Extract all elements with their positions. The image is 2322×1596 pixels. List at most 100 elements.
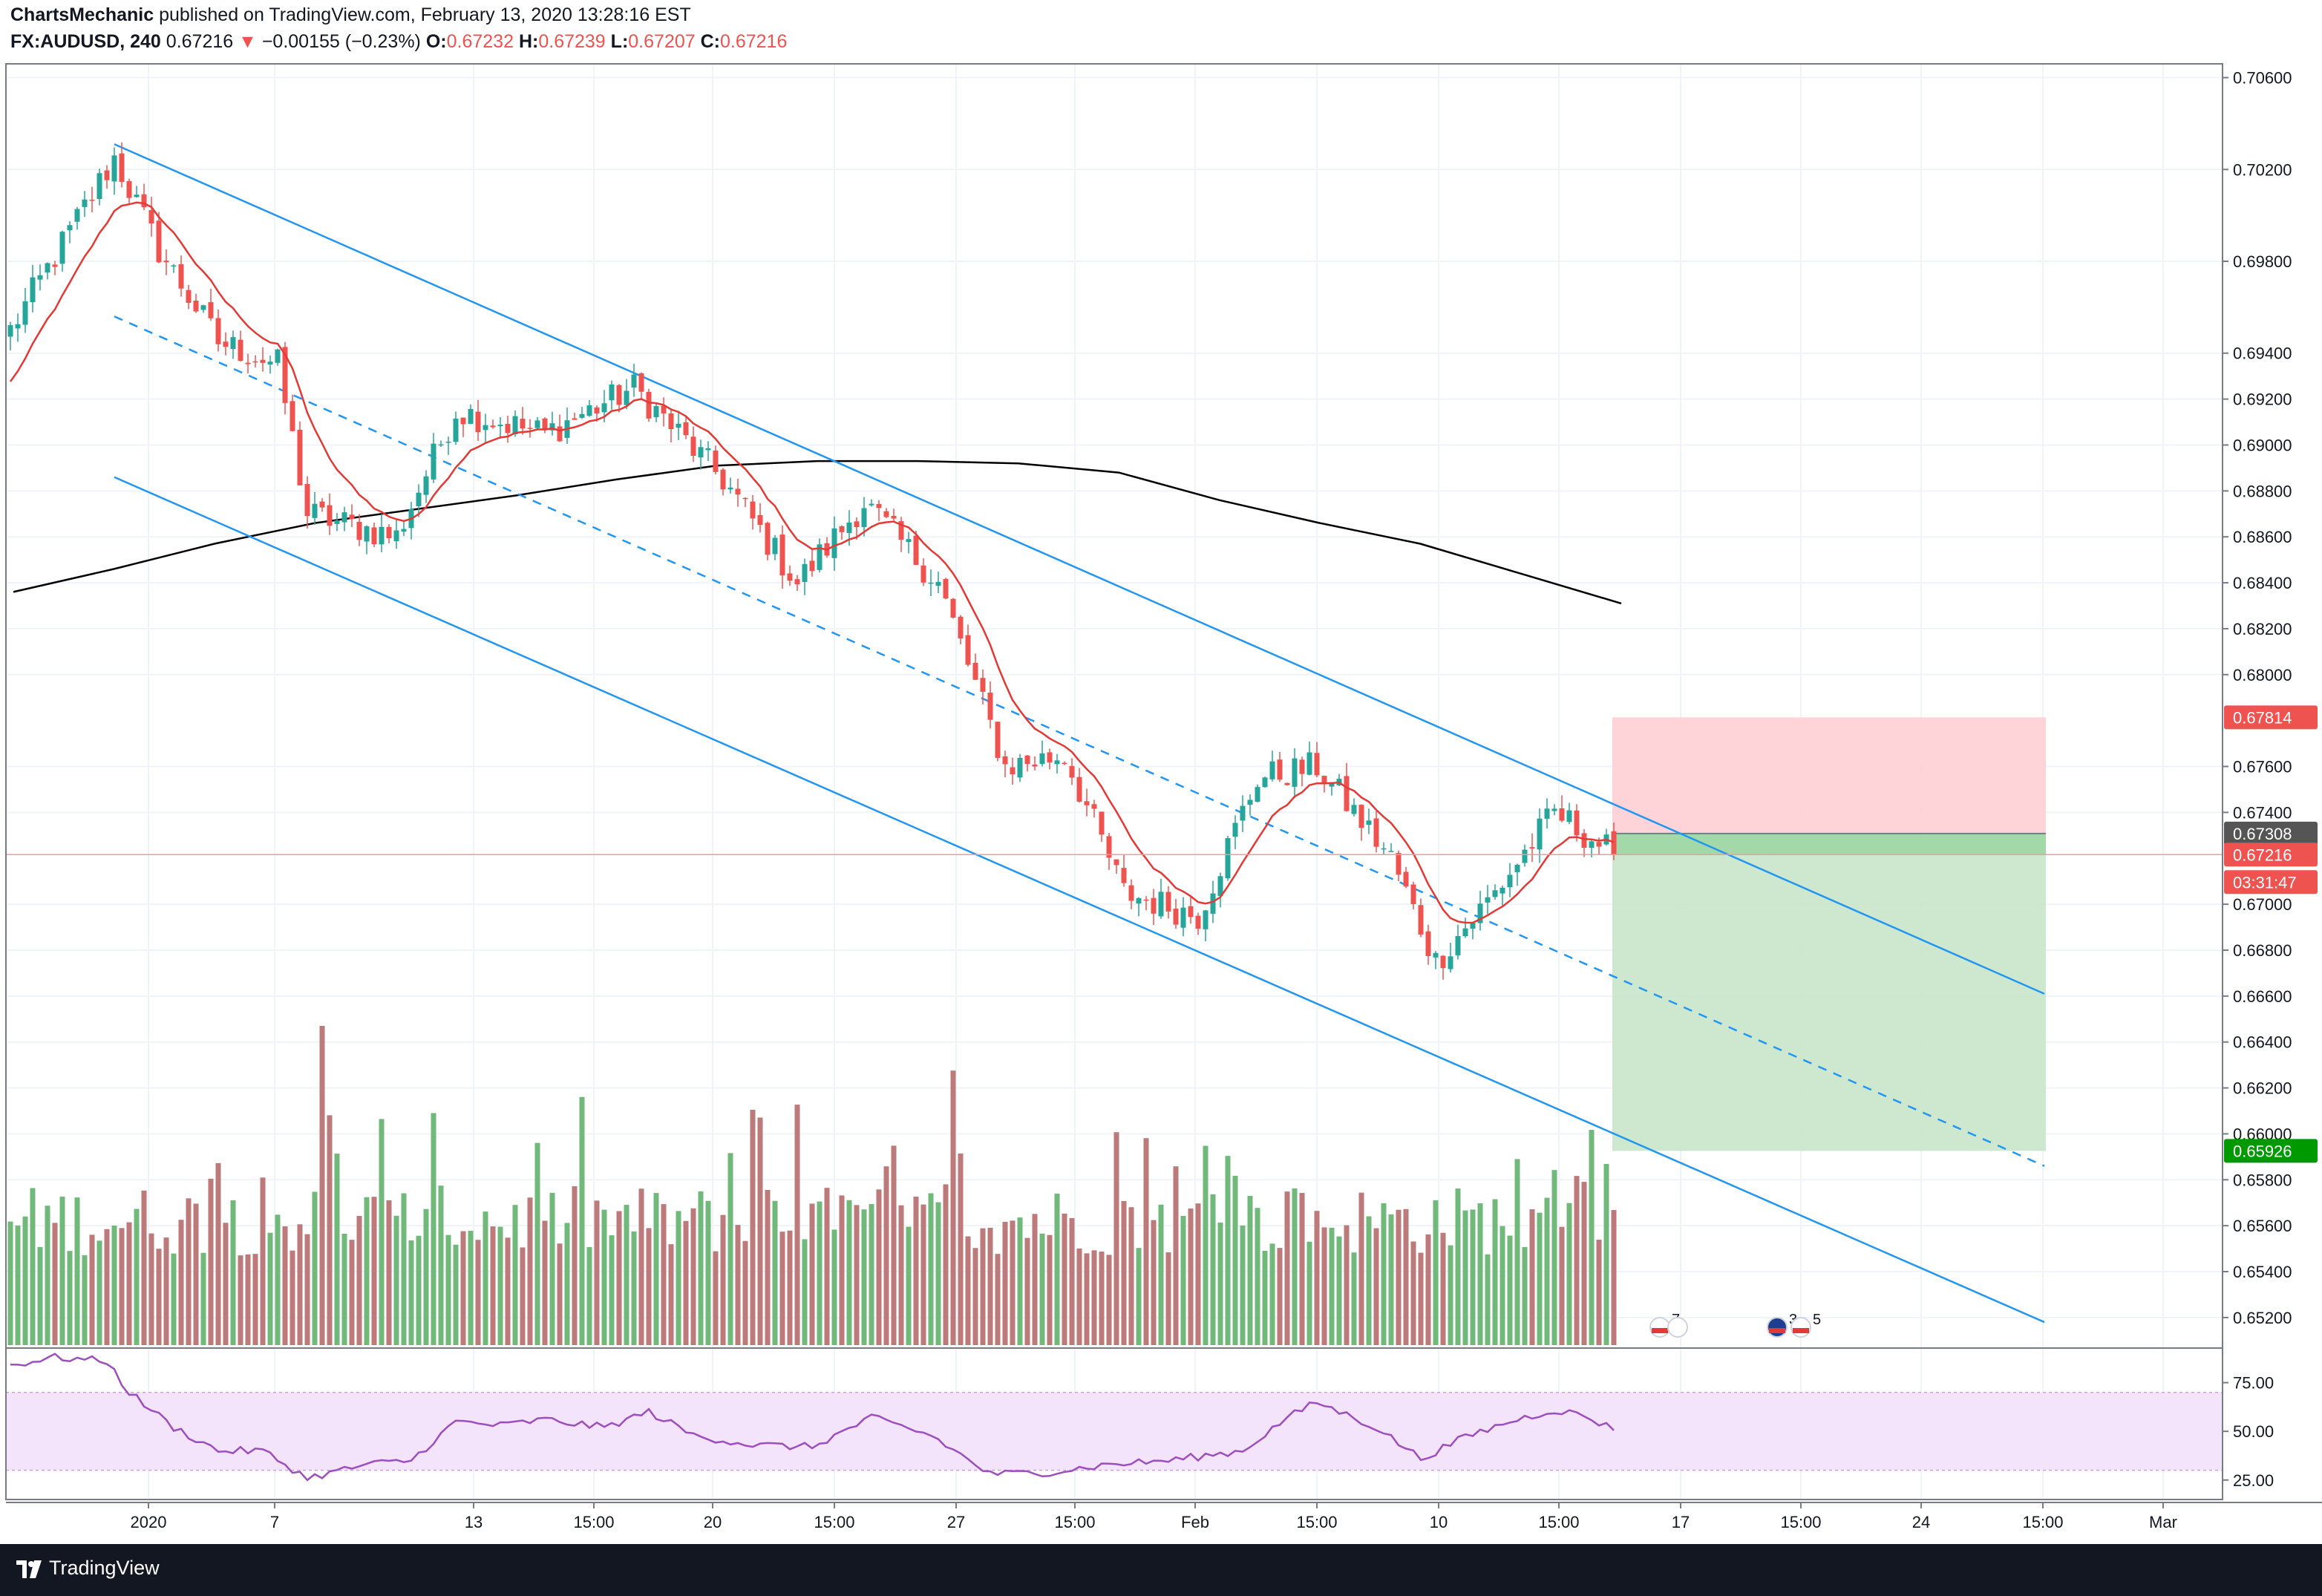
- candle-body: [1128, 885, 1134, 901]
- channel-line-upper[interactable]: [114, 143, 2045, 995]
- candle-body: [260, 359, 266, 363]
- footer-brand[interactable]: TradingView: [49, 1557, 160, 1579]
- candle-body: [334, 520, 340, 524]
- candle-body: [97, 173, 102, 199]
- volume-bar: [1165, 1252, 1171, 1345]
- tradingview-logo-icon[interactable]: [15, 1557, 43, 1581]
- plot-border: [5, 63, 2223, 1500]
- volume-bar: [534, 1142, 540, 1345]
- price-tick-label: 0.66400: [2233, 1033, 2292, 1052]
- event-flag-stripe: [1652, 1328, 1668, 1333]
- volume-bar: [22, 1216, 28, 1345]
- author-name[interactable]: ChartsMechanic: [10, 4, 154, 25]
- candle-body: [1388, 851, 1394, 852]
- ema-line: [9, 201, 1615, 924]
- candle-body: [1054, 760, 1060, 765]
- candle-body: [861, 508, 867, 528]
- price-axis[interactable]: 0.70600 0.70200 0.69800 0.69400 0.69200 0.690…: [2223, 69, 2292, 1490]
- candle-body: [661, 405, 667, 413]
- volume-bar: [282, 1226, 288, 1345]
- candle-body: [1188, 906, 1194, 918]
- volume-bar: [1084, 1253, 1090, 1345]
- candle-body: [1292, 758, 1298, 787]
- volume-bar: [1121, 1200, 1127, 1345]
- candle-body: [1277, 759, 1283, 780]
- volume-bar: [1024, 1237, 1030, 1345]
- candle-body: [215, 318, 221, 344]
- volume-bar: [772, 1200, 778, 1345]
- volume-bar: [690, 1208, 696, 1345]
- volume-bar: [564, 1223, 570, 1345]
- economic-events[interactable]: 735: [1649, 1312, 1821, 1338]
- candle-body: [972, 662, 978, 680]
- volume-bar: [935, 1202, 941, 1345]
- candle-body: [839, 526, 845, 532]
- time-tick-label: 15:00: [814, 1513, 854, 1531]
- event-count: 3: [1789, 1312, 1797, 1328]
- volume-bar: [223, 1223, 229, 1345]
- event-flag-icon[interactable]: [1790, 1317, 1811, 1338]
- candle-body: [1299, 759, 1305, 774]
- candle-body: [1091, 804, 1097, 809]
- volume-bar: [171, 1253, 177, 1345]
- candlesticks: [7, 142, 1617, 980]
- stop-loss-zone[interactable]: [1612, 717, 2046, 834]
- take-profit-zone[interactable]: [1612, 833, 2046, 1151]
- price-label-box: [2224, 1139, 2318, 1163]
- candle-body: [1440, 955, 1446, 969]
- candle-body: [1574, 810, 1580, 836]
- chart-canvas[interactable]: 735 0.706000.702000.698000.694000.692000…: [0, 0, 2322, 1544]
- volume-bar: [327, 1115, 333, 1345]
- volume-bar: [1099, 1252, 1105, 1345]
- channel-line-lower[interactable]: [114, 476, 2045, 1324]
- candle-body: [45, 263, 50, 273]
- candle-body: [1165, 892, 1171, 912]
- candle-body: [1069, 765, 1075, 778]
- volume-bar: [609, 1235, 615, 1345]
- event-flag-icon[interactable]: [1767, 1317, 1788, 1338]
- candle-body: [913, 535, 919, 565]
- candle-body: [616, 385, 622, 405]
- candle-body: [1581, 833, 1587, 848]
- time-axis[interactable]: 2020 7 13 15:00 20 15:00 27 15:00 Feb 15:00 10 15:0…: [131, 1502, 2177, 1531]
- candle-body: [1485, 897, 1491, 903]
- candle-body: [1351, 805, 1357, 814]
- candle-body: [193, 300, 199, 312]
- event-flag-icon[interactable]: [1649, 1317, 1670, 1338]
- candle-body: [557, 426, 563, 442]
- publish-line: ChartsMechanic published on TradingView.…: [10, 4, 691, 26]
- volume-bar: [965, 1236, 971, 1345]
- event-flag-icon[interactable]: [1667, 1317, 1688, 1338]
- candle-body: [542, 418, 548, 431]
- rsi-tick-label: 50.00: [2233, 1422, 2274, 1441]
- candle-body: [119, 153, 125, 182]
- candle-body: [1611, 831, 1617, 855]
- time-tick-label: 10: [1430, 1513, 1448, 1531]
- volume-bar: [1306, 1241, 1312, 1345]
- candle-body: [1462, 928, 1468, 937]
- volume-bar: [1173, 1166, 1179, 1345]
- price-tick-label: 0.66800: [2233, 941, 2292, 960]
- volume-bar: [1522, 1246, 1528, 1345]
- rsi-band: [6, 1392, 2223, 1471]
- time-tick-label: 17: [1672, 1513, 1690, 1531]
- symbol-name[interactable]: FX:AUDUSD: [10, 31, 120, 52]
- volume-bar: [82, 1255, 88, 1345]
- volume-bar: [431, 1113, 436, 1345]
- volume-bar: [1232, 1175, 1238, 1345]
- volume-bar: [891, 1145, 897, 1345]
- position-tool[interactable]: [1612, 717, 2046, 1151]
- candle-body: [1403, 871, 1409, 887]
- interval[interactable]: 240: [130, 31, 161, 52]
- volume-bar: [817, 1201, 822, 1345]
- candle-body: [483, 425, 488, 431]
- candle-body: [765, 523, 771, 555]
- candle-body: [512, 416, 518, 435]
- candle-body: [935, 581, 941, 586]
- candle-body: [1507, 874, 1513, 888]
- price-tick-label: 0.66200: [2233, 1079, 2292, 1098]
- candle-body: [876, 503, 882, 508]
- price-label-text: 0.65926: [2233, 1142, 2292, 1160]
- candle-body: [223, 341, 229, 347]
- time-tick-label: 13: [465, 1513, 483, 1531]
